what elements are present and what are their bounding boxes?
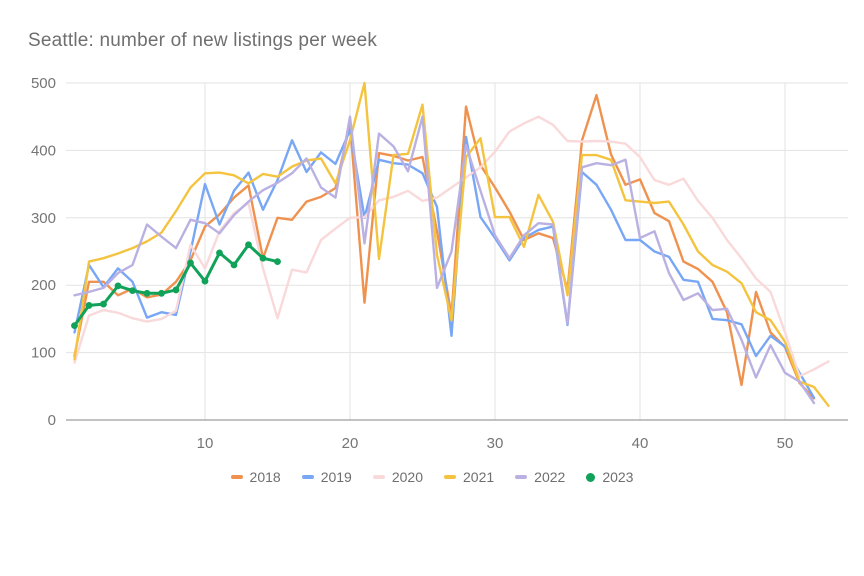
series-point-2023-w9 <box>187 259 194 267</box>
series-point-2023-w1 <box>71 322 78 330</box>
legend-item-2020: 2020 <box>372 469 423 485</box>
y-tick-label-400: 400 <box>31 142 56 159</box>
legend-label-2022: 2022 <box>534 469 566 485</box>
series-point-2023-w14 <box>259 254 267 262</box>
series-point-2023-w2 <box>85 302 93 309</box>
series-line-2020 <box>73 115 830 378</box>
legend-label-2023: 2023 <box>602 469 634 485</box>
series-point-2023-w10 <box>201 277 209 285</box>
legend-label-2019: 2019 <box>320 469 352 485</box>
legend-item-2018: 2018 <box>230 469 281 485</box>
x-tick-label-40: 40 <box>632 435 649 452</box>
y-tick-label-200: 200 <box>31 277 56 294</box>
x-tick-label-50: 50 <box>777 435 794 452</box>
legend-dash-icon-2022 <box>515 475 528 479</box>
legend-label-2021: 2021 <box>463 469 495 485</box>
series-point-2023-w5 <box>129 287 136 294</box>
series-point-2023-w11 <box>216 249 223 257</box>
x-tick-label-30: 30 <box>487 435 504 452</box>
series-point-2023-w3 <box>100 300 107 308</box>
legend-dash-icon-2020 <box>372 475 385 479</box>
y-tick-label-500: 500 <box>31 75 56 92</box>
legend-dash-icon-2021 <box>444 475 456 479</box>
y-tick-label-300: 300 <box>31 210 56 227</box>
legend-dash-icon-2019 <box>301 475 314 479</box>
legend-label-2018: 2018 <box>249 469 281 485</box>
series-line-2022 <box>73 115 816 405</box>
legend-dot-icon-2023 <box>586 472 596 482</box>
legend-dash-icon-2018 <box>230 475 243 479</box>
series-lines <box>71 81 830 407</box>
series-point-2023-w15 <box>274 258 281 266</box>
series-point-2023-w7 <box>158 289 165 297</box>
series-point-2023-w12 <box>230 261 238 269</box>
series-line-2021 <box>73 81 830 407</box>
series-point-2023-w6 <box>143 289 151 297</box>
series-point-2023-w8 <box>172 286 180 294</box>
legend-label-2020: 2020 <box>391 469 423 485</box>
x-axis-tick-labels: 10 20 30 40 50 <box>197 435 794 452</box>
series-point-2023-w13 <box>245 241 252 249</box>
chart-title: Seattle: number of new listings per week <box>28 30 378 51</box>
legend-item-2022: 2022 <box>515 469 565 485</box>
legend-item-2021: 2021 <box>444 469 494 485</box>
y-tick-label-0: 0 <box>48 412 56 429</box>
y-axis-tick-labels: 0 100 200 300 400 500 <box>31 75 56 429</box>
chart-legend: 2018 2019 2020 2021 2022 2023 <box>0 469 864 485</box>
x-tick-label-10: 10 <box>197 435 214 452</box>
x-tick-label-20: 20 <box>342 435 359 452</box>
legend-item-2019: 2019 <box>301 469 352 485</box>
y-tick-label-100: 100 <box>31 345 56 362</box>
legend-item-2023: 2023 <box>586 469 633 485</box>
series-point-2023-w4 <box>114 282 122 290</box>
